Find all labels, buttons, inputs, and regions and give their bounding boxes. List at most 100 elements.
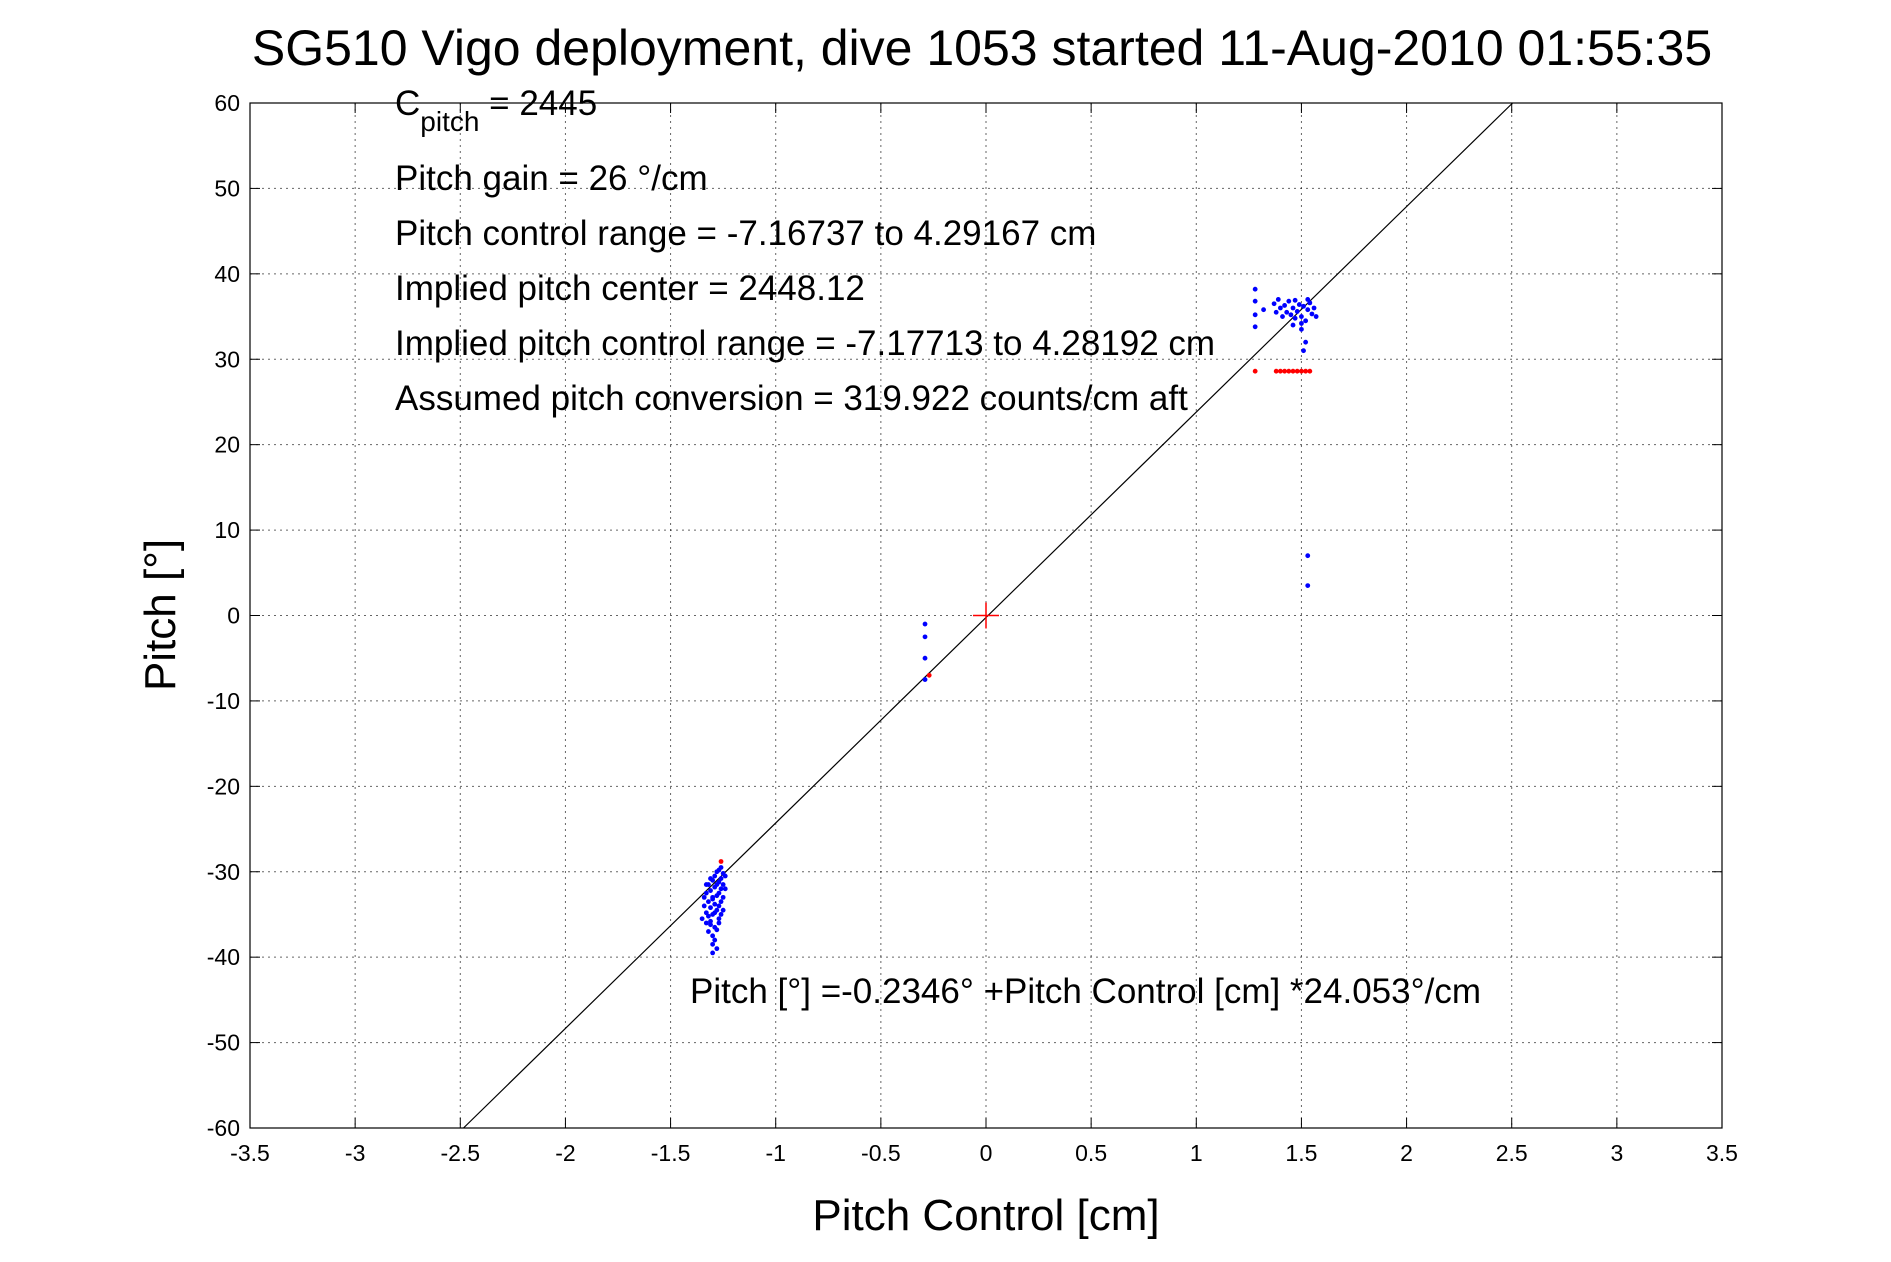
red-data-point: [1294, 368, 1300, 374]
center-marker-group: [973, 602, 999, 629]
y-tick-label: 40: [214, 261, 240, 287]
red-data-point: [1282, 368, 1288, 374]
cpitch-value: = 2445: [479, 84, 597, 123]
blue-data-point: [1284, 309, 1290, 315]
y-tick-label: 60: [214, 90, 240, 116]
blue-data-point: [1303, 339, 1309, 345]
blue-data-point: [718, 899, 724, 905]
red-data-point: [1278, 368, 1283, 374]
fit-equation-annotation: Pitch [°] =-0.2346° +Pitch Control [cm] …: [690, 972, 1481, 1011]
blue-data-point: [922, 621, 928, 627]
red-data-point: [1252, 368, 1258, 374]
chart-title: SG510 Vigo deployment, dive 1053 started…: [252, 20, 1712, 76]
y-tick-label: -40: [207, 944, 240, 970]
x-tick-label: 2: [1400, 1140, 1413, 1166]
blue-data-point: [716, 916, 722, 922]
cpitch-symbol: C: [395, 84, 420, 123]
cpitch-subscript: pitch: [420, 106, 479, 137]
y-tick-label: 10: [214, 517, 240, 543]
blue-data-point: [1296, 302, 1302, 307]
blue-data-point: [708, 922, 713, 928]
blue-data-point: [710, 950, 716, 956]
blue-data-point: [722, 873, 728, 879]
x-tick-label: -3: [345, 1140, 365, 1166]
annotation-implied-pitch-control-range: Implied pitch control range = -7.17713 t…: [395, 324, 1215, 363]
axes-border: [249, 102, 1723, 1129]
red-data-point: [1303, 368, 1309, 374]
y-tick-label: -50: [207, 1030, 240, 1056]
blue-data-point: [701, 903, 707, 909]
blue-data-point: [1294, 309, 1300, 314]
blue-data-point: [706, 913, 711, 919]
blue-data-point: [716, 903, 722, 909]
blue-data-point: [1313, 314, 1319, 319]
cpitch-annotation: Cpitch = 2445: [395, 84, 597, 137]
y-tick-label: 50: [214, 175, 240, 201]
annotation-implied-pitch-center: Implied pitch center = 2448.12: [395, 269, 865, 308]
blue-data-point: [722, 886, 728, 892]
blue-data-point: [1252, 324, 1258, 330]
blue-data-point: [712, 901, 718, 907]
blue-data-point: [720, 882, 726, 887]
blue-data-point: [718, 876, 724, 881]
blue-data-point: [1252, 286, 1258, 292]
blue-data-point: [1305, 583, 1311, 589]
x-tick-label: -2: [555, 1140, 575, 1166]
blue-data-point: [708, 918, 713, 924]
annotation-pitch-gain: Pitch gain = 26 °/cm: [395, 159, 708, 198]
y-tick-label: -60: [207, 1115, 240, 1141]
blue-data-point: [1290, 305, 1296, 311]
y-tick-label: -20: [207, 773, 240, 799]
blue-data-point: [1299, 314, 1304, 319]
blue-data-point: [922, 634, 928, 640]
blue-data-point: [716, 920, 722, 926]
blue-data-point: [1305, 553, 1311, 559]
x-tick-label: 1.5: [1285, 1140, 1317, 1166]
blue-data-point: [714, 946, 720, 952]
annotation-pitch-control-range: Pitch control range = -7.16737 to 4.2916…: [395, 214, 1096, 253]
y-tick-label: 20: [214, 432, 240, 458]
axis-ticks: [249, 102, 1723, 1129]
blue-data-point: [706, 899, 711, 905]
blue-data-point: [1280, 314, 1285, 319]
y-tick-labels: -60 -50 -40 -30 -20 -10 0 10 20 30 40 50 60: [207, 90, 240, 1141]
x-tick-label: 0: [980, 1140, 993, 1166]
blue-data-point: [708, 905, 713, 911]
y-tick-label: 30: [214, 346, 240, 372]
blue-data-point: [1309, 311, 1315, 317]
blue-data-point: [1305, 307, 1311, 313]
blue-data-point: [1286, 298, 1292, 304]
red-data-point: [1286, 368, 1292, 374]
blue-data-point: [1275, 297, 1281, 302]
blue-data-point: [1299, 326, 1304, 332]
annotation-assumed-pitch-conversion: Assumed pitch conversion = 319.922 count…: [395, 379, 1188, 418]
blue-data-point: [1252, 298, 1258, 304]
x-tick-label: 3.5: [1706, 1140, 1738, 1166]
x-tick-labels: -3.5 -3 -2.5 -2 -1.5 -1 -0.5 0 0.5 1 1.5 2 2.5 3 3.5: [230, 1140, 1738, 1166]
blue-data-point: [1271, 301, 1277, 307]
blue-data-point: [1290, 322, 1296, 328]
y-tick-label: -30: [207, 859, 240, 885]
blue-data-point: [712, 910, 718, 916]
blue-data-point: [718, 912, 724, 917]
blue-data-point: [712, 937, 718, 943]
blue-data-point: [922, 655, 928, 661]
red-data-point: [1299, 368, 1304, 374]
red-data-point: [718, 859, 724, 864]
red-data-point: [1273, 368, 1279, 374]
red-data-point: [926, 672, 932, 678]
blue-data-point: [1252, 312, 1258, 318]
x-tick-label: 1: [1190, 1140, 1203, 1166]
blue-data-point: [703, 890, 709, 896]
blue-data-point: [1299, 320, 1304, 326]
blue-data-point: [922, 677, 928, 682]
blue-data-point: [710, 877, 716, 883]
blue-data-point: [708, 888, 713, 893]
y-tick-label: -10: [207, 688, 240, 714]
blue-data-point: [1273, 309, 1279, 315]
blue-data-point: [703, 920, 709, 926]
y-tick-label: 0: [227, 603, 240, 629]
blue-data-point: [716, 890, 722, 896]
y-axis-label: Pitch [°]: [136, 539, 185, 691]
